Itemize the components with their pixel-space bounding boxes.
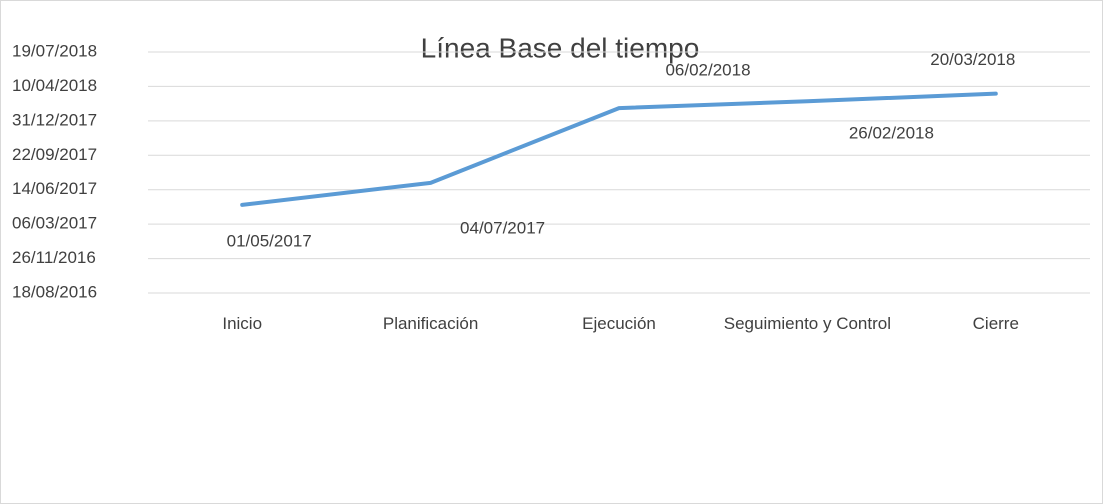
- y-tick-label: 26/11/2016: [12, 248, 96, 267]
- data-label: 04/07/2017: [460, 218, 545, 237]
- x-tick-label: Cierre: [972, 314, 1019, 333]
- x-tick-label: Inicio: [222, 314, 263, 333]
- y-tick-label: 31/12/2017: [12, 110, 97, 129]
- y-tick-label: 18/08/2016: [12, 282, 97, 301]
- y-tick-label: 19/07/2018: [12, 41, 97, 60]
- y-tick-label: 06/03/2017: [12, 214, 97, 233]
- y-tick-label: 10/04/2018: [12, 76, 97, 95]
- y-tick-label: 22/09/2017: [12, 145, 97, 164]
- x-tick-label: Ejecución: [582, 314, 656, 333]
- x-tick-label: Planificación: [382, 314, 479, 333]
- line-series: [240, 91, 998, 207]
- data-label: 26/02/2018: [849, 124, 934, 143]
- data-label: 06/02/2018: [665, 61, 750, 80]
- chart-title: Línea Base del tiempo: [421, 32, 700, 63]
- y-tick-label: 14/06/2017: [12, 179, 97, 198]
- data-label: 01/05/2017: [227, 231, 312, 250]
- data-label: 20/03/2018: [930, 50, 1015, 69]
- x-tick-label: Seguimiento y Control: [723, 314, 892, 333]
